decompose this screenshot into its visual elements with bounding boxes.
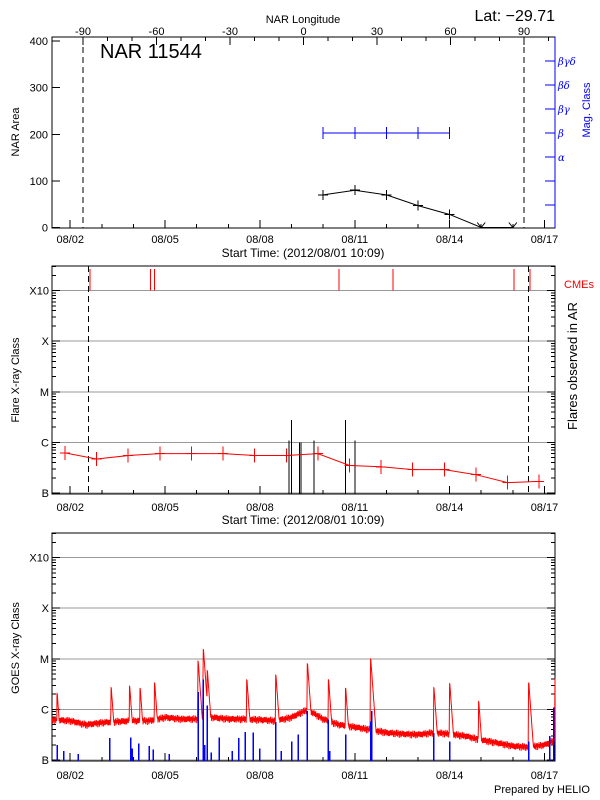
goes-y-tick-label: X <box>42 603 50 615</box>
goes-ylabel: GOES X-ray Class <box>10 602 22 694</box>
nar-panel-frame <box>51 36 556 229</box>
goes-x-tick-label: 08/14 <box>436 770 464 782</box>
mag-class-tick-label: βδ <box>557 81 570 92</box>
longitude-tick-label: -90 <box>75 26 91 38</box>
nar-y-tick-label: 300 <box>30 83 48 95</box>
flare-y-tick-label: M <box>40 387 49 399</box>
nar-x-tick-label: 08/11 <box>341 234 368 246</box>
nar-ylabel: NAR Area <box>10 107 22 157</box>
flare-x-tick-label: 08/02 <box>56 502 84 514</box>
flare-ylabel: Flare X-ray Class <box>10 337 22 422</box>
flare-x-tick-label: 08/05 <box>151 502 179 514</box>
latitude-label: Lat: −29.71 <box>474 8 555 25</box>
goes-x-tick-label: 08/11 <box>341 770 368 782</box>
goes-y-tick-label: M <box>40 654 49 666</box>
longitude-tick-label: 90 <box>518 26 530 38</box>
nar-x-tick-label: 08/02 <box>56 234 84 246</box>
goes-panel-frame <box>51 532 556 762</box>
longitude-tick-label: 0 <box>300 26 306 38</box>
goes-y-tick-label: X10 <box>29 553 49 565</box>
goes-y-tick-label: C <box>41 704 49 716</box>
flare-background-line <box>64 452 540 484</box>
nar-area-zero-marker <box>476 222 486 229</box>
flare-y-tick-label: X10 <box>29 286 49 298</box>
flares-observed-label: Flares observed in AR <box>565 302 580 430</box>
nar-y-tick-label: 0 <box>42 223 48 235</box>
nar-x-tick-label: 08/08 <box>246 234 274 246</box>
goes-y-tick-label: B <box>42 755 49 767</box>
flare-x-tick-label: 08/11 <box>341 502 368 514</box>
nar-x-tick-label: 08/05 <box>151 234 179 246</box>
nar-x-tick-label: 08/17 <box>531 234 559 246</box>
longitude-tick-label: 30 <box>371 26 383 38</box>
flare-panel-frame <box>51 265 556 495</box>
flare-xlabel: Start Time: (2012/08/01 10:09) <box>222 513 385 527</box>
flare-x-tick-label: 08/17 <box>531 502 559 514</box>
nar-xlabel: Start Time: (2012/08/01 10:09) <box>222 246 385 260</box>
longitude-tick-label: 60 <box>444 26 456 38</box>
mag-class-tick-label: α <box>558 153 565 164</box>
flare-y-tick-label: B <box>42 488 49 500</box>
flare-x-tick-label: 08/08 <box>246 502 274 514</box>
nar-y-tick-label: 100 <box>30 176 48 188</box>
goes-long-channel-line <box>51 648 556 751</box>
mag-class-tick-label: βγδ <box>557 57 576 68</box>
flare-y-tick-label: C <box>41 437 49 449</box>
goes-x-tick-label: 08/08 <box>246 770 274 782</box>
nar-title: NAR 11544 <box>100 41 202 63</box>
nar-y-tick-label: 400 <box>30 36 48 48</box>
cme-label: CMEs <box>564 279 594 291</box>
goes-x-tick-label: 08/05 <box>151 770 179 782</box>
nar-x-tick-label: 08/14 <box>436 234 464 246</box>
flare-y-tick-label: X <box>42 336 50 348</box>
prepared-by-credit: Prepared by HELIO <box>494 784 590 796</box>
longitude-tick-label: -30 <box>222 26 238 38</box>
goes-x-tick-label: 08/17 <box>531 770 559 782</box>
mag-class-label: Mag. Class <box>581 82 593 138</box>
mag-class-tick-label: βγ <box>557 105 570 116</box>
top-axis-label: NAR Longitude <box>266 14 341 26</box>
nar-y-tick-label: 200 <box>30 129 48 141</box>
flare-x-tick-label: 08/14 <box>436 502 464 514</box>
nar-area-zero-marker <box>508 222 518 229</box>
longitude-tick-label: -60 <box>149 26 165 38</box>
mag-class-tick-label: β <box>557 129 564 140</box>
goes-x-tick-label: 08/02 <box>56 770 84 782</box>
